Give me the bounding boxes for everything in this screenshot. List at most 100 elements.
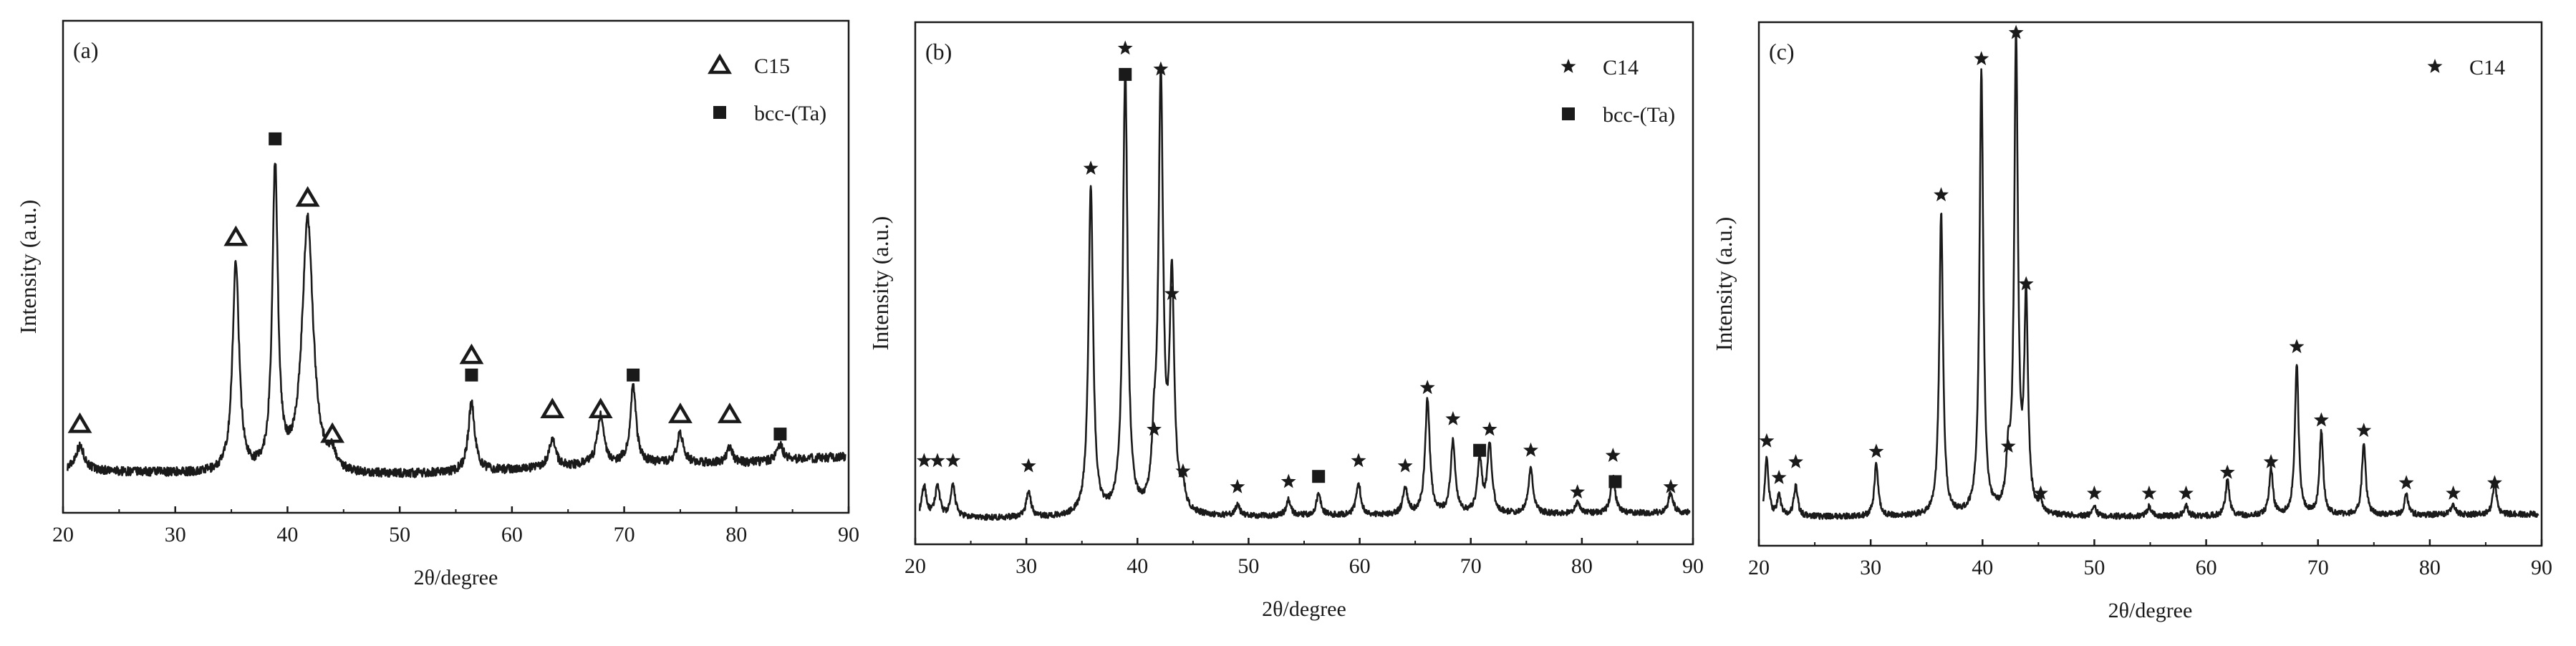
x-tick-label: 60 — [1349, 554, 1371, 578]
x-tick-label: 40 — [1127, 554, 1148, 578]
xrd-pattern-line — [1762, 30, 2539, 520]
x-tick-label: 90 — [838, 523, 859, 546]
x-tick-label: 50 — [389, 523, 410, 546]
peak-marker-triangle-open — [223, 225, 249, 246]
peak-marker-triangle-open — [459, 343, 484, 365]
legend-label: C15 — [754, 54, 790, 78]
x-tick-label: 30 — [1860, 556, 1881, 579]
x-tick-label: 70 — [2307, 556, 2329, 579]
peak-marker-star — [1117, 40, 1133, 55]
peak-marker-star — [1788, 454, 1803, 468]
x-axis-label: 2θ/degree — [1262, 597, 1346, 621]
peak-marker-star — [1445, 411, 1461, 425]
peak-marker-triangle-open — [320, 422, 345, 443]
peak-marker-star — [1523, 442, 1538, 457]
peak-marker-star — [2018, 276, 2034, 291]
xrd-pattern-line — [67, 163, 846, 478]
peak-marker-star — [1175, 463, 1191, 478]
peak-marker-star — [1605, 448, 1621, 462]
peak-marker-square-filled — [1473, 443, 1487, 457]
y-axis-label: Intensity (a.u.) — [1711, 217, 1737, 352]
y-axis-label: Intensity (a.u.) — [15, 200, 41, 334]
legend-marker-star — [1560, 59, 1576, 73]
legend-label: bcc-(Ta) — [754, 102, 826, 125]
x-tick-label: 70 — [614, 523, 635, 546]
peak-marker-square-filled — [1608, 475, 1622, 488]
peak-marker-star — [2141, 485, 2157, 500]
x-tick-label: 40 — [1972, 556, 1993, 579]
x-tick-label: 80 — [1571, 554, 1593, 578]
x-tick-label: 30 — [1016, 554, 1037, 578]
xrd-panel-c: 20 30 40 50 60 70 80 90 2θ/degree Intensity (a.u.… — [1711, 21, 2552, 622]
x-tick-label: 80 — [725, 523, 747, 546]
x-tick-label: 70 — [1460, 554, 1482, 578]
x-axis-label: 2θ/degree — [2108, 599, 2193, 622]
peak-marker-star — [945, 453, 961, 468]
peak-marker-star — [2398, 475, 2414, 490]
peak-marker-square-filled — [773, 428, 787, 441]
panel-label: (c) — [1769, 39, 1795, 64]
x-tick-label: 50 — [1238, 554, 1259, 578]
peak-marker-star — [1021, 458, 1036, 473]
peak-marker-star — [1153, 61, 1169, 76]
peak-marker-star — [1759, 433, 1775, 448]
peak-marker-star — [1771, 470, 1787, 484]
peak-marker-star — [1570, 484, 1586, 498]
peak-marker-square-filled — [269, 132, 282, 145]
peak-marker-star — [1230, 478, 1245, 493]
peak-marker-triangle-open — [667, 402, 693, 423]
legend-marker-triangle-open — [708, 53, 732, 74]
peak-marker-star — [930, 453, 945, 468]
peak-marker-star — [1147, 421, 1162, 436]
x-tick-label: 20 — [905, 554, 926, 578]
x-tick-label: 30 — [165, 523, 186, 546]
peak-marker-star — [1397, 458, 1413, 473]
peak-marker-square-filled — [465, 368, 478, 382]
legend-label: C14 — [2469, 56, 2505, 79]
plot-frame — [62, 19, 850, 514]
y-axis-label: Intensity (a.u.) — [867, 216, 893, 351]
panel-label: (a) — [73, 37, 99, 63]
legend-marker-star — [2427, 59, 2443, 73]
peak-marker-square-filled — [1119, 67, 1132, 81]
peak-marker-star — [1280, 473, 1296, 488]
peak-marker-square-filled — [1312, 470, 1326, 483]
x-tick-label: 60 — [2196, 556, 2217, 579]
x-tick-label: 20 — [52, 523, 74, 546]
peak-marker-star — [1351, 453, 1366, 468]
peak-marker-star — [2008, 24, 2024, 39]
peak-marker-star — [2033, 485, 2048, 500]
legend-label: bcc-(Ta) — [1603, 103, 1675, 127]
peak-marker-star — [916, 453, 932, 468]
peak-marker-star — [1482, 421, 1497, 436]
peak-marker-star — [1663, 478, 1679, 493]
x-tick-label: 60 — [501, 523, 523, 546]
legend-label: C14 — [1603, 56, 1639, 79]
peak-marker-star — [2313, 412, 2329, 427]
peak-marker-star — [1868, 443, 1884, 458]
peak-marker-star — [1974, 51, 1989, 66]
x-tick-label: 20 — [1748, 556, 1770, 579]
x-tick-label: 80 — [2419, 556, 2441, 579]
peak-marker-star — [1419, 380, 1435, 395]
x-axis-label: 2θ/degree — [414, 566, 498, 589]
peak-marker-star — [2179, 485, 2194, 500]
peak-marker-star — [2087, 485, 2102, 500]
peak-marker-square-filled — [627, 368, 640, 382]
peak-marker-star — [2263, 454, 2279, 468]
peak-marker-star — [2356, 423, 2372, 438]
peak-marker-star — [2487, 475, 2502, 490]
x-tick-label: 50 — [2083, 556, 2105, 579]
peak-marker-triangle-open — [588, 397, 613, 418]
peak-marker-triangle-open — [67, 412, 92, 433]
peak-marker-star — [1934, 187, 1949, 202]
x-tick-label: 90 — [1682, 554, 1704, 578]
legend-marker-square-filled — [1562, 107, 1575, 120]
peak-marker-triangle-open — [717, 402, 742, 423]
x-tick-label: 90 — [2531, 556, 2552, 579]
panel-label: (b) — [925, 39, 952, 64]
peak-marker-star — [2446, 485, 2461, 500]
xrd-pattern-line — [918, 64, 1691, 521]
peak-marker-star — [2289, 339, 2305, 354]
